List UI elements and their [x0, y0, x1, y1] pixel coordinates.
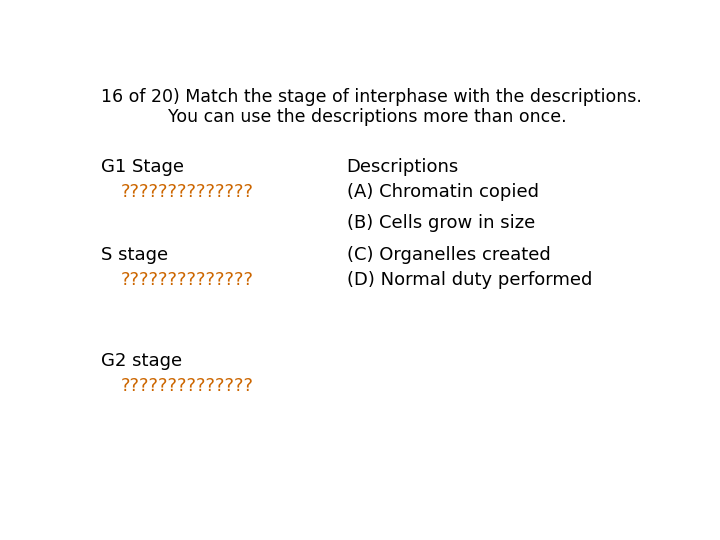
Text: G1 Stage: G1 Stage — [101, 158, 184, 177]
Text: You can use the descriptions more than once.: You can use the descriptions more than o… — [168, 109, 567, 126]
Text: ??????????????: ?????????????? — [121, 183, 253, 201]
Text: ??????????????: ?????????????? — [121, 377, 253, 395]
Text: S stage: S stage — [101, 246, 168, 264]
Text: 16 of 20) Match the stage of interphase with the descriptions.: 16 of 20) Match the stage of interphase … — [101, 87, 642, 106]
Text: G2 stage: G2 stage — [101, 352, 182, 370]
Text: ??????????????: ?????????????? — [121, 271, 253, 288]
Text: (B) Cells grow in size: (B) Cells grow in size — [347, 214, 535, 233]
Text: Descriptions: Descriptions — [347, 158, 459, 177]
Text: (A) Chromatin copied: (A) Chromatin copied — [347, 183, 539, 201]
Text: (C) Organelles created: (C) Organelles created — [347, 246, 550, 264]
Text: (D) Normal duty performed: (D) Normal duty performed — [347, 271, 592, 288]
